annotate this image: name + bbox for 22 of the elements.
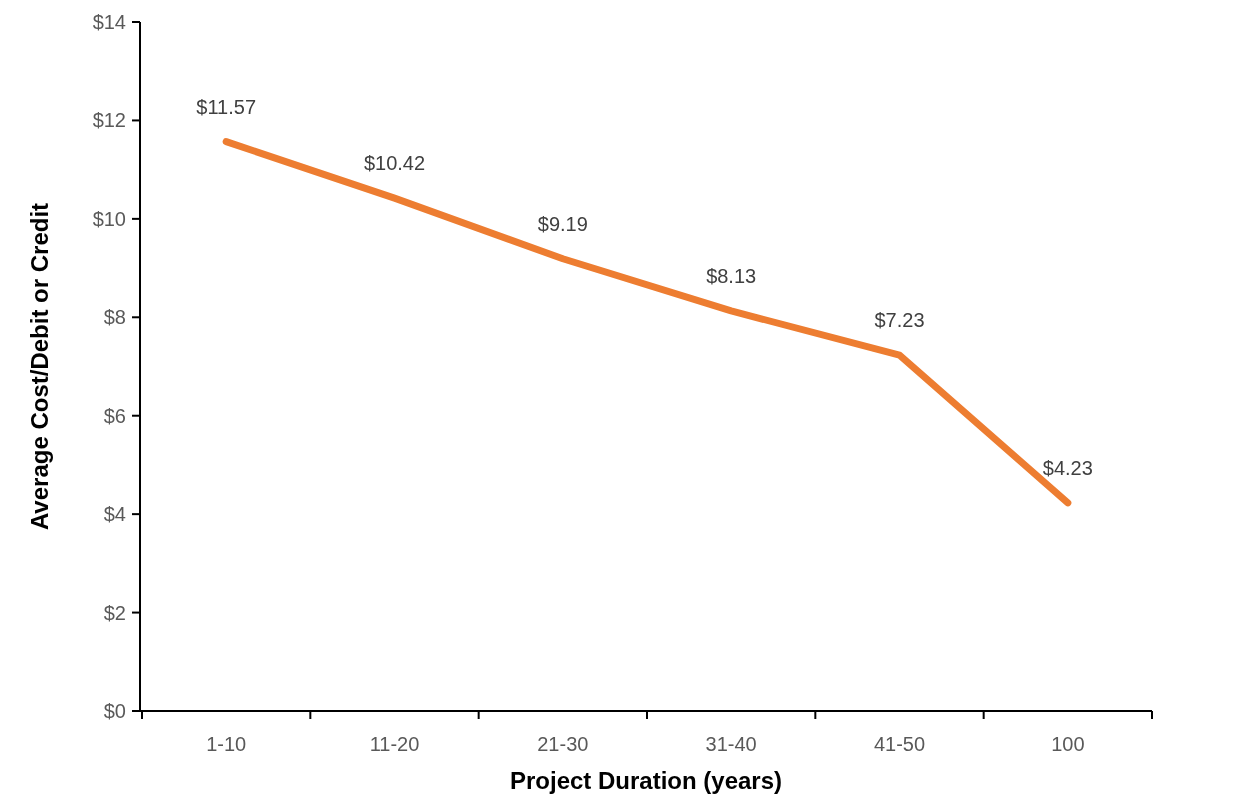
data-label: $8.13 [706, 264, 757, 287]
x-tick-label: 100 [1051, 733, 1085, 755]
data-label: $9.19 [537, 212, 588, 235]
y-tick-label: $0 [103, 700, 126, 722]
y-tick-label: $12 [92, 109, 126, 132]
data-label: $7.23 [874, 309, 925, 332]
y-tick-label: $2 [103, 601, 126, 624]
y-tick-label: $6 [103, 404, 126, 427]
x-tick-label: 41-50 [873, 733, 926, 755]
x-tick-label: 11-20 [369, 733, 420, 755]
y-tick-label: $14 [92, 11, 126, 33]
x-tick-label: 21-30 [537, 733, 589, 755]
y-tick-label: $8 [103, 306, 126, 329]
data-label: $11.57 [196, 95, 257, 118]
x-axis-title: Project Duration (years) [509, 767, 783, 794]
y-tick-label: $4 [103, 503, 126, 526]
data-label: $10.42 [363, 152, 426, 175]
x-tick-label: 1-10 [206, 733, 247, 755]
y-axis-title: Average Cost/Debit or Credit [26, 202, 53, 531]
y-tick-label: $10 [92, 207, 126, 230]
data-label: $4.23 [1042, 456, 1093, 479]
x-tick-label: 31-40 [705, 733, 757, 755]
